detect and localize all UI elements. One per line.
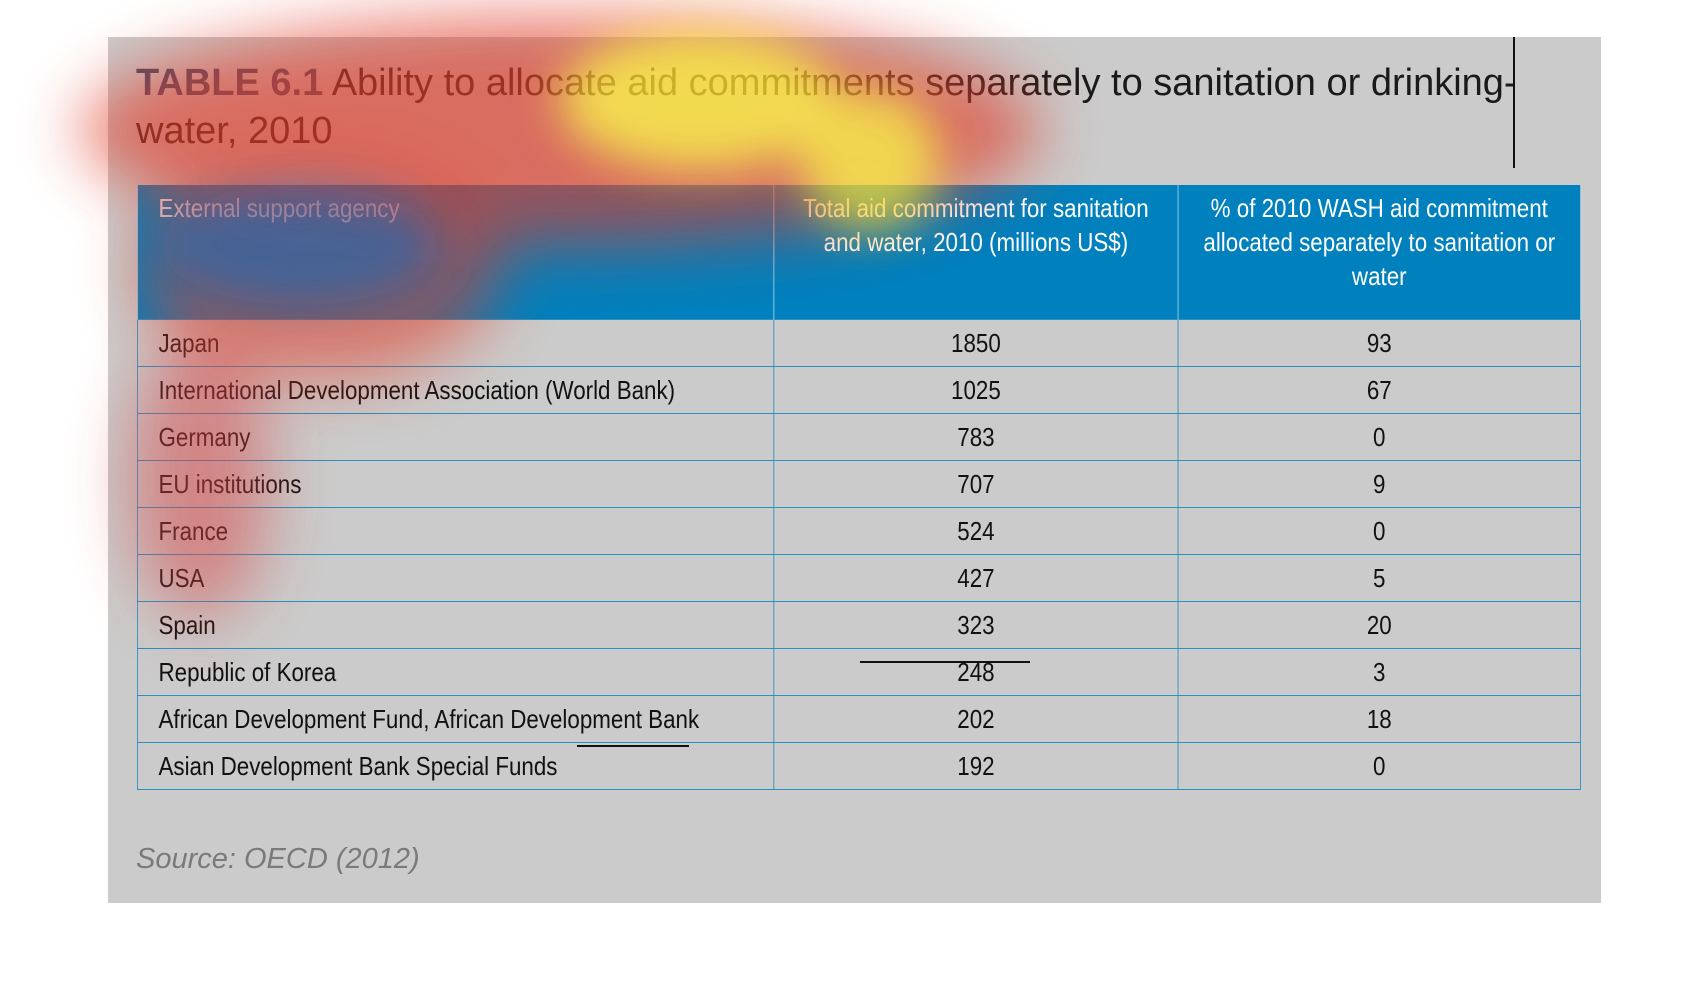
total-cell: 427 xyxy=(773,553,1179,602)
agency-cell: Japan xyxy=(136,318,775,367)
table-row: USA 427 5 xyxy=(136,553,1581,602)
table-row: EU institutions 707 9 xyxy=(136,459,1581,508)
table-header-row: External support agency Total aid commit… xyxy=(136,185,1581,319)
total-cell: 202 xyxy=(773,694,1179,743)
total-cell: 783 xyxy=(773,412,1179,461)
aid-commitment-table: External support agency Total aid commit… xyxy=(136,185,1581,790)
percent-cell: 9 xyxy=(1177,459,1581,508)
percent-cell: 67 xyxy=(1177,365,1581,414)
agency-cell: Spain xyxy=(136,600,775,649)
text-cursor xyxy=(1513,37,1515,168)
table-row: France 524 0 xyxy=(136,506,1581,555)
table-caption: Ability to allocate aid commitments sepa… xyxy=(136,62,1517,152)
percent-cell: 5 xyxy=(1177,553,1581,602)
table-title: TABLE 6.1 Ability to allocate aid commit… xyxy=(136,59,1586,155)
percent-cell: 3 xyxy=(1177,647,1581,696)
agency-cell: International Development Association (W… xyxy=(136,365,775,414)
total-cell: 524 xyxy=(773,506,1179,555)
column-header-total: Total aid commitment for sanitation and … xyxy=(773,185,1179,319)
total-cell: 323 xyxy=(773,600,1179,649)
selection-underline-mark xyxy=(860,661,1030,663)
source-note: Source: OECD (2012) xyxy=(136,843,420,875)
agency-cell: Republic of Korea xyxy=(136,647,775,696)
table-row: Japan 1850 93 xyxy=(136,318,1581,367)
table-number: TABLE 6.1 xyxy=(136,62,324,104)
agency-cell: African Development Fund, African Develo… xyxy=(136,694,775,743)
agency-cell: USA xyxy=(136,553,775,602)
table-row: African Development Fund, African Develo… xyxy=(136,694,1581,743)
percent-cell: 18 xyxy=(1177,694,1581,743)
percent-cell: 0 xyxy=(1177,412,1581,461)
table-row: International Development Association (W… xyxy=(136,365,1581,414)
agency-cell: France xyxy=(136,506,775,555)
table-row: Germany 783 0 xyxy=(136,412,1581,461)
total-cell: 1850 xyxy=(773,318,1179,367)
agency-cell: Asian Development Bank Special Funds xyxy=(136,741,775,790)
column-header-agency: External support agency xyxy=(136,185,775,319)
column-header-percent: % of 2010 WASH aid commitment allocated … xyxy=(1177,185,1581,319)
selection-underline-mark xyxy=(577,745,689,747)
table-row: Spain 323 20 xyxy=(136,600,1581,649)
agency-cell: Germany xyxy=(136,412,775,461)
table-row: Asian Development Bank Special Funds 192… xyxy=(136,741,1581,790)
percent-cell: 20 xyxy=(1177,600,1581,649)
percent-cell: 93 xyxy=(1177,318,1581,367)
agency-cell: EU institutions xyxy=(136,459,775,508)
total-cell: 248 xyxy=(773,647,1179,696)
percent-cell: 0 xyxy=(1177,506,1581,555)
table-panel: TABLE 6.1 Ability to allocate aid commit… xyxy=(108,37,1601,903)
table-row: Republic of Korea 248 3 xyxy=(136,647,1581,696)
percent-cell: 0 xyxy=(1177,741,1581,790)
total-cell: 707 xyxy=(773,459,1179,508)
total-cell: 192 xyxy=(773,741,1179,790)
total-cell: 1025 xyxy=(773,365,1179,414)
